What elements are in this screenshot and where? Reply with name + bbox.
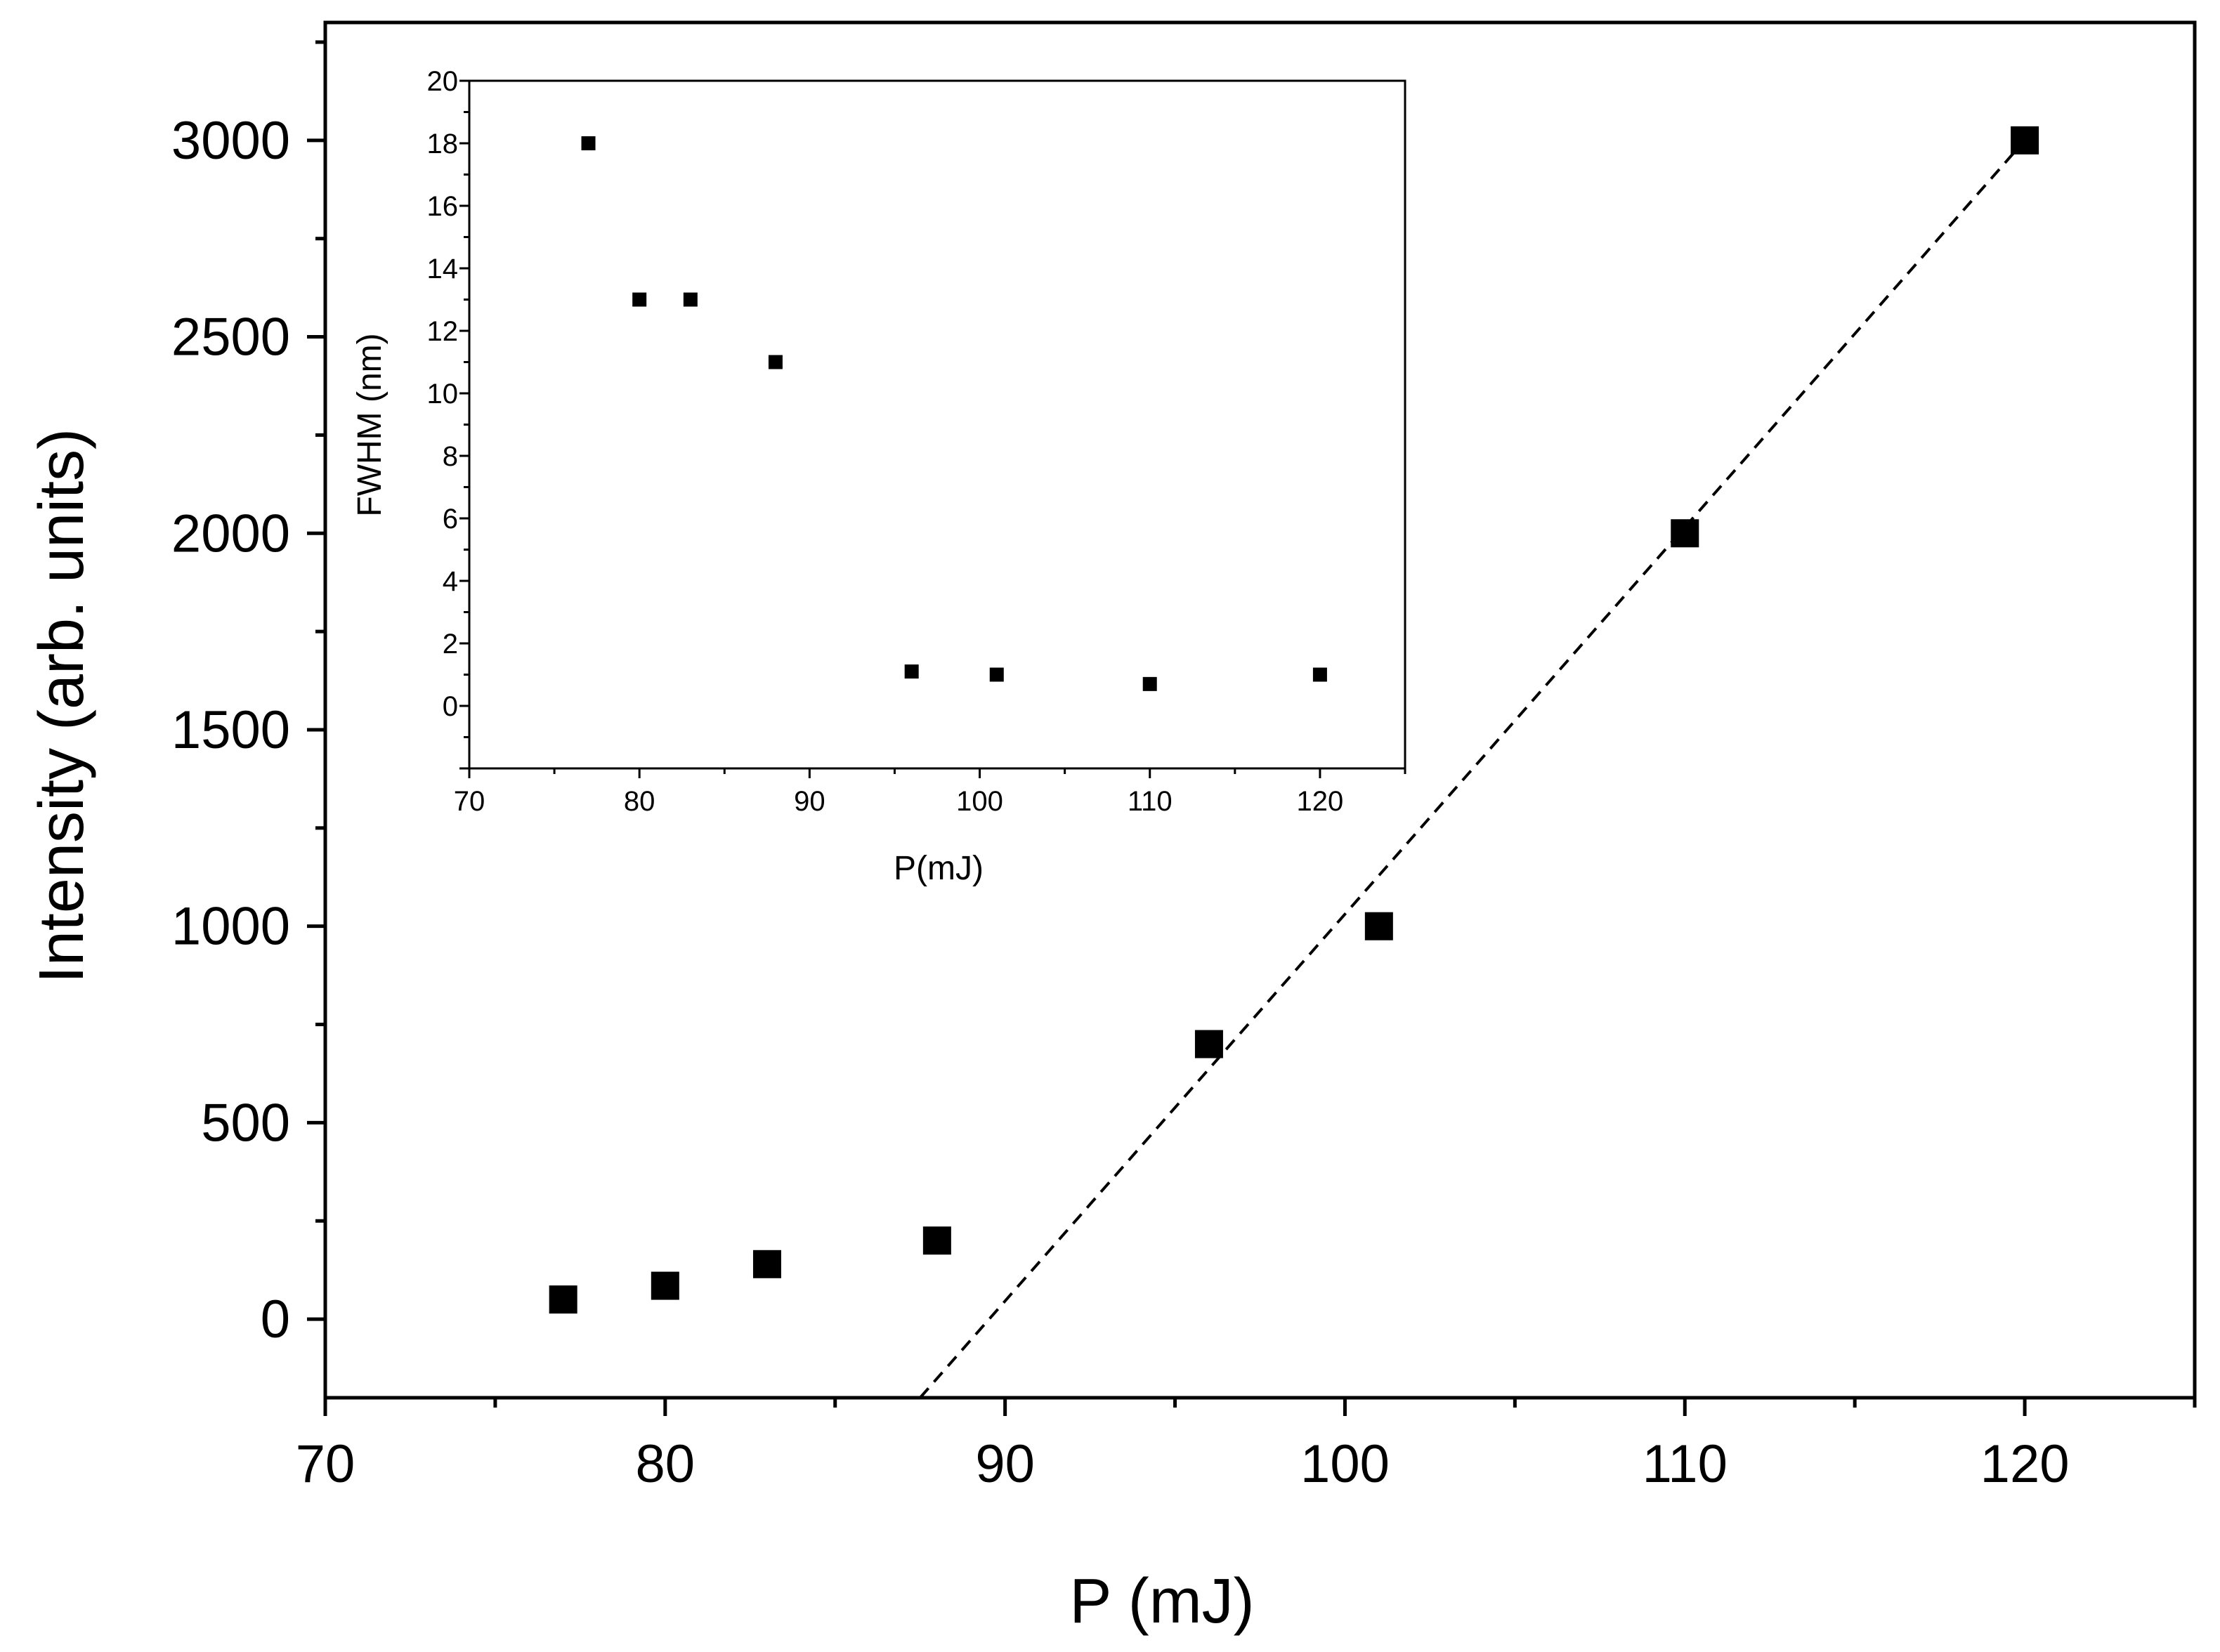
inset-x-tick-label: 70 [454, 786, 485, 817]
inset-data-point [632, 292, 647, 307]
inset-y-tick-label: 12 [427, 316, 459, 347]
main-data-point [922, 1226, 951, 1255]
inset-data-point [904, 664, 919, 679]
inset-x-tick-label: 120 [1297, 786, 1344, 817]
main-x-tick-label: 90 [975, 1434, 1035, 1494]
inset-y-tick-label: 6 [443, 504, 458, 535]
inset-x-tick-label: 80 [624, 786, 655, 817]
inset-y-tick-label: 10 [427, 379, 459, 409]
main-x-tick-label: 70 [296, 1434, 355, 1494]
main-data-point [752, 1250, 781, 1278]
main-ticks [307, 40, 2197, 1416]
inset-y-tick-label: 14 [427, 254, 459, 284]
inset-y-tick-label: 16 [427, 191, 459, 222]
inset-y-tick-label: 4 [443, 566, 458, 597]
inset-y-axis-title: FWHM (nm) [351, 333, 388, 516]
main-y-tick-label: 0 [261, 1290, 290, 1349]
inset-data-point [768, 355, 783, 369]
main-data-point [1671, 519, 1699, 548]
inset-data-point [1142, 676, 1157, 691]
main-y-axis-title: Intensity (arb. units) [27, 428, 97, 983]
inset-data-point [989, 667, 1004, 682]
inset-x-tick-label: 110 [1128, 786, 1173, 817]
main-x-tick-label: 110 [1643, 1434, 1728, 1494]
main-y-tick-label: 1500 [171, 700, 290, 760]
main-y-tick-label: 2500 [171, 308, 290, 367]
main-data-point [651, 1271, 679, 1300]
main-data-points [549, 126, 2039, 1314]
main-y-tick-labels: 0 500 1000 1500 2000 2500 3000 [171, 111, 290, 1349]
inset-x-tick-label: 90 [794, 786, 825, 817]
inset-ticks [459, 79, 1406, 778]
main-x-tick-label: 100 [1300, 1434, 1390, 1494]
main-data-point [1364, 912, 1393, 940]
main-data-point [1194, 1030, 1223, 1058]
main-y-tick-label: 500 [201, 1093, 290, 1153]
inset-y-tick-label: 18 [427, 129, 459, 159]
main-fit-line [919, 139, 2026, 1399]
inset-x-tick-labels: 70 80 90 100 110 120 [454, 786, 1344, 817]
inset-y-tick-label: 20 [427, 66, 459, 97]
inset-data-points [581, 136, 1327, 691]
inset-data-point [1312, 667, 1327, 682]
main-data-point [2011, 126, 2039, 155]
inset-y-tick-labels: 0 2 4 6 8 10 12 14 16 18 20 [427, 66, 459, 722]
inset-x-axis-title: P(mJ) [894, 850, 984, 887]
inset-x-tick-label: 100 [956, 786, 1003, 817]
main-x-axis-title: P (mJ) [1069, 1566, 1254, 1637]
inset-y-tick-label: 2 [443, 629, 458, 660]
main-x-tick-label: 120 [1980, 1434, 2070, 1494]
main-data-point [549, 1285, 577, 1314]
inset-data-point [581, 136, 596, 150]
main-y-tick-label: 1000 [171, 897, 290, 957]
inset-y-tick-label: 8 [443, 441, 458, 472]
main-fit-line-group [919, 139, 2026, 1399]
inset-data-point [683, 292, 698, 307]
main-x-tick-label: 80 [636, 1434, 696, 1494]
main-y-tick-label: 3000 [171, 111, 290, 171]
main-y-tick-label: 2000 [171, 504, 290, 563]
main-plot-frame [323, 20, 2197, 1400]
main-plot: 70 80 90 100 110 120 050010001500200025003000… [27, 20, 2197, 1637]
main-x-tick-labels: 70 80 90 100 110 120 [296, 1434, 2070, 1494]
inset-y-tick-label: 0 [443, 691, 458, 722]
